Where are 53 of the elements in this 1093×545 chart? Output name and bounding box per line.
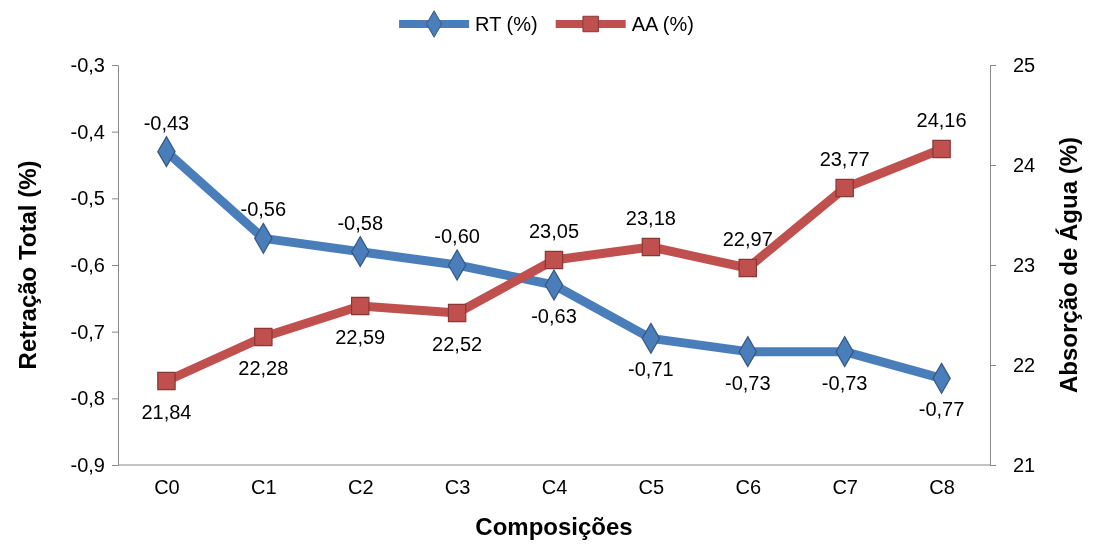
y-tick-label: -0,5 bbox=[70, 187, 105, 210]
data-label: 21,84 bbox=[141, 401, 192, 423]
x-tick-label: C4 bbox=[541, 476, 568, 498]
y-tick-label: -0,3 bbox=[70, 53, 105, 76]
y2-tick-label: 22 bbox=[1013, 353, 1036, 376]
data-label: -0,77 bbox=[918, 398, 965, 421]
data-label: -0,73 bbox=[821, 371, 868, 394]
x-tick-label: C5 bbox=[638, 476, 665, 498]
point bbox=[641, 237, 661, 257]
data-label: -0,58 bbox=[337, 211, 384, 234]
data-label: 22,59 bbox=[335, 326, 386, 348]
data-label: 24,16 bbox=[916, 109, 967, 131]
y-tick-label: -0,4 bbox=[70, 120, 105, 143]
point bbox=[932, 139, 951, 159]
x-axis-title: Composições bbox=[475, 513, 633, 540]
data-label: -0,63 bbox=[531, 305, 577, 327]
x-tick-label: C7 bbox=[832, 476, 858, 498]
data-label: 22,28 bbox=[238, 357, 289, 379]
point bbox=[254, 327, 273, 347]
y2-tick-label: 21 bbox=[1013, 453, 1036, 476]
y-axis-title: Retração Total (%) bbox=[14, 160, 41, 370]
y2-tick-label: 24 bbox=[1013, 153, 1036, 176]
data-label: 23,05 bbox=[528, 220, 580, 242]
y-tick-label: -0,6 bbox=[70, 253, 105, 276]
x-tick-label: C0 bbox=[154, 476, 180, 498]
y-tick-label: -0,9 bbox=[70, 453, 105, 476]
legend-label: AA (%) bbox=[631, 13, 694, 35]
point bbox=[544, 250, 564, 270]
legend-label: RT (%) bbox=[475, 13, 538, 35]
data-label: -0,56 bbox=[240, 198, 287, 221]
x-tick-label: C1 bbox=[251, 476, 277, 498]
point bbox=[835, 178, 854, 198]
y2-axis-title: Absorção de Água (%) bbox=[1055, 136, 1082, 394]
y-tick-label: -0,7 bbox=[70, 320, 105, 343]
data-label: 22,52 bbox=[432, 333, 483, 355]
y2-tick-label: 23 bbox=[1013, 253, 1036, 276]
point bbox=[447, 303, 467, 323]
data-label: -0,73 bbox=[724, 371, 771, 394]
point bbox=[738, 258, 758, 278]
y-tick-label: -0,8 bbox=[70, 387, 105, 410]
x-tick-label: C6 bbox=[735, 476, 762, 498]
data-label: -0,71 bbox=[628, 358, 674, 381]
data-label: -0,43 bbox=[143, 111, 190, 134]
x-tick-label: C3 bbox=[444, 476, 471, 498]
point bbox=[157, 371, 176, 391]
x-tick-label: C8 bbox=[929, 476, 955, 498]
x-tick-label: C2 bbox=[347, 476, 374, 498]
data-label: 23,18 bbox=[625, 207, 676, 229]
y2-tick-label: 25 bbox=[1013, 53, 1036, 76]
data-label: 23,77 bbox=[819, 148, 870, 170]
data-label: 22,97 bbox=[722, 228, 773, 250]
point bbox=[350, 296, 370, 316]
data-label: -0,60 bbox=[434, 225, 480, 247]
